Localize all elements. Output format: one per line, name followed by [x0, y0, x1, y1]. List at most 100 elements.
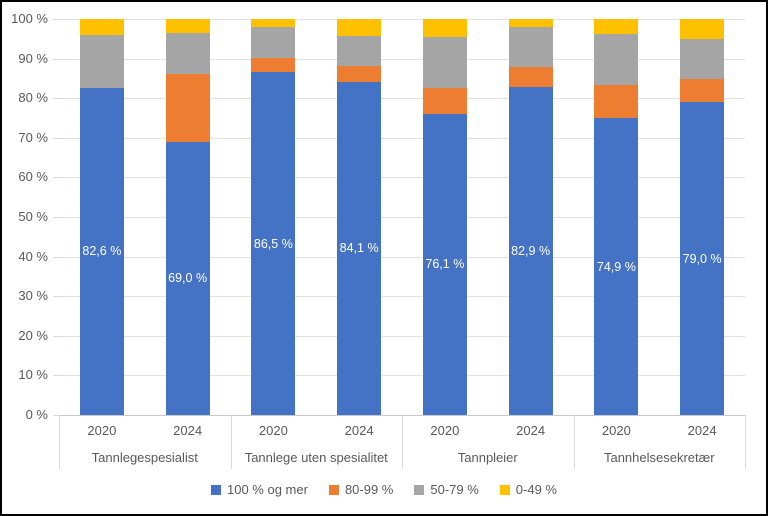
y-axis-tick — [53, 137, 66, 139]
x-axis-group-label: Tannlegespesialist — [91, 450, 198, 465]
bar-segment-0-49 — [422, 19, 467, 37]
y-axis-tick — [53, 98, 66, 100]
bar-stack: 79,0 % — [680, 19, 725, 415]
gridline — [59, 217, 745, 218]
category-group-separator — [745, 415, 746, 469]
gridline — [59, 375, 745, 377]
bar-segment-80-99 — [508, 66, 553, 87]
bar-segment-50-79 — [508, 26, 553, 67]
y-axis-tick-label: 60 % — [18, 169, 48, 185]
y-axis-tick-label: 0 % — [25, 407, 48, 422]
legend-item: 80-99 % — [328, 482, 394, 497]
x-axis-year-label: 2020 — [601, 423, 631, 438]
legend-swatch-80-99 — [328, 484, 339, 495]
bar-data-label: 84,1 % — [339, 241, 379, 256]
bar-segment-0-49 — [251, 19, 296, 27]
x-axis-group-label: Tannpleier — [457, 450, 518, 465]
y-axis-tick-label: 40 % — [18, 248, 48, 264]
bar-segment-100-og-mer: 69,0 % — [165, 141, 210, 415]
gridline — [59, 296, 745, 298]
bar-segment-0-49 — [79, 19, 124, 36]
gridline — [59, 256, 745, 258]
legend-label: 0-49 % — [515, 482, 557, 497]
y-axis-tick-label: 30 % — [18, 288, 48, 304]
legend-label: 50-79 % — [430, 482, 479, 497]
bar-segment-50-79 — [337, 36, 382, 66]
bar-data-label: 86,5 % — [253, 236, 293, 251]
bar-segment-80-99 — [251, 57, 296, 73]
x-axis-group-label: Tannlege uten spesialitet — [244, 450, 388, 465]
bar-data-label: 82,9 % — [511, 243, 551, 258]
x-axis-year-label: 2024 — [687, 423, 717, 438]
category-group-separator — [230, 415, 232, 469]
bar-segment-80-99 — [337, 65, 382, 82]
y-axis-tick — [53, 19, 66, 20]
bar-segment-0-49 — [165, 19, 210, 33]
x-axis-year-label: 2024 — [344, 423, 374, 438]
bar-stack: 82,6 % — [79, 19, 124, 415]
bar-segment-80-99 — [680, 78, 725, 103]
gridline — [59, 98, 745, 100]
gridline — [59, 19, 745, 20]
y-axis-tick-label: 20 % — [18, 327, 48, 343]
bar-segment-0-49 — [508, 19, 553, 27]
y-axis-tick-label: 100 % — [11, 11, 48, 26]
bar-segment-50-79 — [594, 34, 639, 86]
bar-segment-0-49 — [337, 19, 382, 37]
legend: 100 % og mer 80-99 % 50-79 % 0-49 % — [2, 482, 766, 497]
bar-data-label: 79,0 % — [682, 251, 722, 266]
bar-data-label: 74,9 % — [596, 259, 636, 274]
bar-segment-80-99 — [165, 73, 210, 142]
gridline — [59, 58, 745, 60]
bar-stack: 86,5 % — [251, 19, 296, 415]
bar-segment-50-79 — [422, 36, 467, 88]
x-axis-year-label: 2024 — [516, 423, 546, 438]
bar-stack: 84,1 % — [337, 19, 382, 415]
x-axis-group-label: Tannhelsesekretær — [603, 450, 715, 465]
bar-segment-100-og-mer: 82,6 % — [79, 87, 124, 415]
y-axis-tick — [53, 256, 66, 258]
legend-swatch-0-49 — [499, 484, 510, 495]
gridline — [59, 137, 745, 139]
bar-data-label: 69,0 % — [168, 271, 208, 286]
legend-item: 50-79 % — [414, 482, 479, 497]
y-axis-tick-label: 10 % — [18, 367, 48, 383]
bar-segment-100-og-mer: 84,1 % — [337, 81, 382, 415]
bar-segment-50-79 — [79, 35, 124, 88]
y-axis-tick-label: 90 % — [18, 50, 48, 66]
legend-label: 100 % og mer — [227, 482, 308, 497]
bar-segment-0-49 — [680, 19, 725, 40]
y-axis-tick — [53, 58, 66, 60]
y-axis-tick — [53, 375, 66, 377]
bar-segment-100-og-mer: 86,5 % — [251, 72, 296, 415]
y-axis-tick — [53, 335, 66, 337]
bar-stack: 82,9 % — [508, 19, 553, 415]
bar-segment-0-49 — [594, 19, 639, 35]
bar-stack: 69,0 % — [165, 19, 210, 415]
bar-segment-50-79 — [680, 39, 725, 79]
bar-segment-100-og-mer: 74,9 % — [594, 118, 639, 415]
bar-segment-100-og-mer: 79,0 % — [680, 102, 725, 415]
x-axis-year-label: 2020 — [87, 423, 117, 438]
y-axis-tick — [53, 177, 66, 179]
legend-label: 80-99 % — [344, 482, 394, 497]
bar-data-label: 76,1 % — [425, 257, 465, 272]
bar-segment-100-og-mer: 76,1 % — [422, 113, 467, 415]
category-group-separator — [573, 415, 575, 469]
bar-stack: 74,9 % — [594, 19, 639, 415]
legend-swatch-100-og-mer — [211, 484, 221, 495]
legend-item: 0-49 % — [499, 482, 557, 497]
gridline — [59, 177, 745, 179]
gridline — [59, 335, 745, 337]
y-axis-tick-label: 50 % — [18, 209, 48, 224]
category-group-separator — [402, 415, 403, 469]
bar-data-label: 82,6 % — [82, 244, 122, 259]
x-axis-year-label: 2024 — [173, 423, 203, 438]
y-axis-tick-label: 80 % — [18, 90, 48, 106]
bar-segment-50-79 — [165, 32, 210, 74]
x-axis-year-label: 2020 — [430, 423, 460, 438]
bar-stack: 76,1 % — [422, 19, 467, 415]
bar-segment-80-99 — [594, 85, 639, 119]
